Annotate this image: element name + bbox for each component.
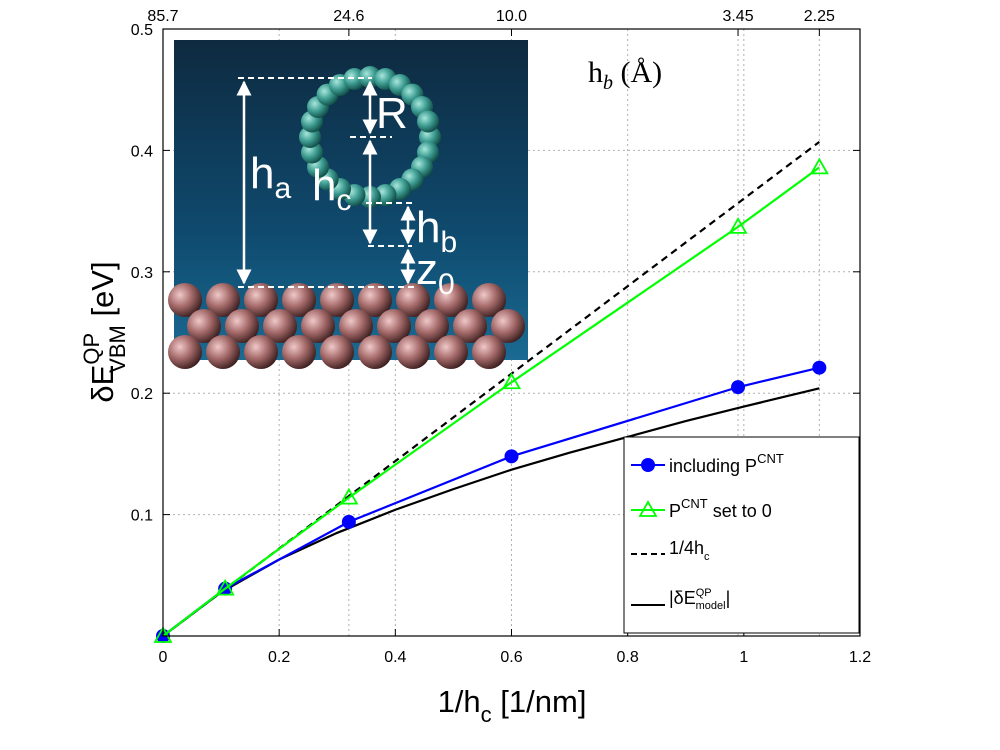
legend-marker-set-to-0 — [638, 500, 658, 517]
series-line-1 — [162, 166, 820, 637]
gold-atom — [320, 335, 354, 369]
legend-entry-set-to-0: PCNT set to 0 — [631, 496, 772, 521]
gold-atom — [168, 335, 202, 369]
legend-entry-including: including PCNT — [631, 451, 784, 476]
legend-entry-dashed: 1/4hc — [631, 538, 710, 563]
ticks: 0 0.2 0.4 0.6 0.8 1 1.2 0.1 0.2 0.3 0.4 0.585.7 24.6… — [131, 8, 871, 666]
point-s1-2 — [339, 487, 359, 505]
gold-atom — [225, 309, 259, 343]
point-s1-5 — [809, 157, 829, 175]
point-s1-3 — [501, 372, 522, 390]
gold-atom — [168, 283, 202, 317]
legend-label-set-to-0: PCNT set to 0 — [669, 496, 772, 521]
y-axis-title: δEQPVBM [eV] — [79, 261, 130, 402]
point-s1-1 — [215, 578, 235, 596]
legend-label-model: |δEQP model| — [669, 587, 730, 612]
point-s0-2 — [341, 514, 356, 529]
gold-atom — [472, 335, 506, 369]
gold-atom — [472, 283, 506, 317]
gold-atom — [434, 335, 468, 369]
gold-atom — [377, 309, 411, 343]
point-s1-0 — [153, 626, 173, 643]
x-tick-label-2: 0.4 — [384, 649, 406, 666]
top-tick-label-4: 2.25 — [804, 8, 835, 25]
legend-label-dashed: 1/4hc — [669, 538, 710, 563]
gold-atom — [396, 335, 430, 369]
point-s0-4 — [731, 380, 746, 395]
point-s0-3 — [504, 449, 519, 464]
label-R: R — [376, 89, 408, 138]
gold-atom — [396, 283, 430, 317]
x-tick-label-1: 0.2 — [268, 649, 290, 666]
gold-atom — [358, 335, 392, 369]
gold-atom — [206, 335, 240, 369]
gold-atom — [282, 283, 316, 317]
top-axis-label: hb (Å) — [588, 56, 662, 94]
point-s1-4 — [728, 217, 748, 234]
x-tick-label-0: 0 — [159, 649, 168, 666]
legend-label-including: including PCNT — [669, 451, 784, 476]
top-tick-label-1: 24.6 — [333, 8, 364, 25]
gold-atom — [434, 283, 468, 317]
label-hb: hb — [416, 203, 457, 259]
x-tick-label-3: 0.6 — [500, 649, 522, 666]
gold-atom — [415, 309, 449, 343]
x-tick-label-6: 1.2 — [849, 649, 871, 666]
x-tick-label-5: 1 — [739, 649, 748, 666]
legend-box — [623, 436, 860, 634]
series-layer — [153, 141, 829, 643]
legend: including PCNT PCNT set to 0 1/4hc |δEQP… — [623, 436, 860, 634]
gold-atom — [320, 283, 354, 317]
label-hc: hc — [312, 161, 351, 217]
gold-atom — [244, 283, 278, 317]
y-tick-label-2: 0.3 — [131, 265, 153, 282]
gold-atom — [301, 309, 335, 343]
y-tick-label-3: 0.4 — [131, 143, 153, 160]
y-tick-label-1: 0.2 — [131, 386, 153, 403]
label-z0: z0 — [416, 245, 455, 301]
point-s0-5 — [812, 360, 827, 375]
label-ha: ha — [250, 149, 291, 205]
gold-atom — [282, 335, 316, 369]
top-tick-label-3: 3.45 — [722, 8, 753, 25]
gold-atom — [453, 309, 487, 343]
nanotube — [299, 66, 441, 208]
legend-entry-model: |δEQP model| — [631, 587, 730, 612]
y-tick-label-4: 0.5 — [131, 22, 153, 39]
gold-atom — [263, 309, 297, 343]
top-tick-label-2: 10.0 — [496, 8, 527, 25]
gold-atom — [187, 309, 221, 343]
gold-surface — [168, 283, 525, 369]
gold-atom — [358, 283, 392, 317]
top-tick-label-0: 85.7 — [147, 8, 178, 25]
gold-atom — [206, 283, 240, 317]
x-axis-title: 1/hc [1/nm] — [438, 684, 587, 727]
gold-atom — [339, 309, 373, 343]
gold-atom — [244, 335, 278, 369]
legend-marker-including — [641, 458, 655, 472]
carbon-atom — [417, 110, 439, 133]
inset-image: ha hc R hb z0 — [168, 40, 528, 369]
y-tick-label-0: 0.1 — [131, 508, 153, 525]
x-tick-label-4: 0.8 — [617, 649, 639, 666]
gold-atom — [491, 309, 525, 343]
inset-annotations: ha hc R hb z0 — [236, 77, 457, 301]
